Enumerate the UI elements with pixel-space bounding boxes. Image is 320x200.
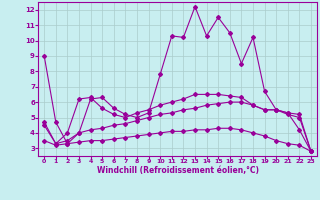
X-axis label: Windchill (Refroidissement éolien,°C): Windchill (Refroidissement éolien,°C): [97, 166, 259, 175]
